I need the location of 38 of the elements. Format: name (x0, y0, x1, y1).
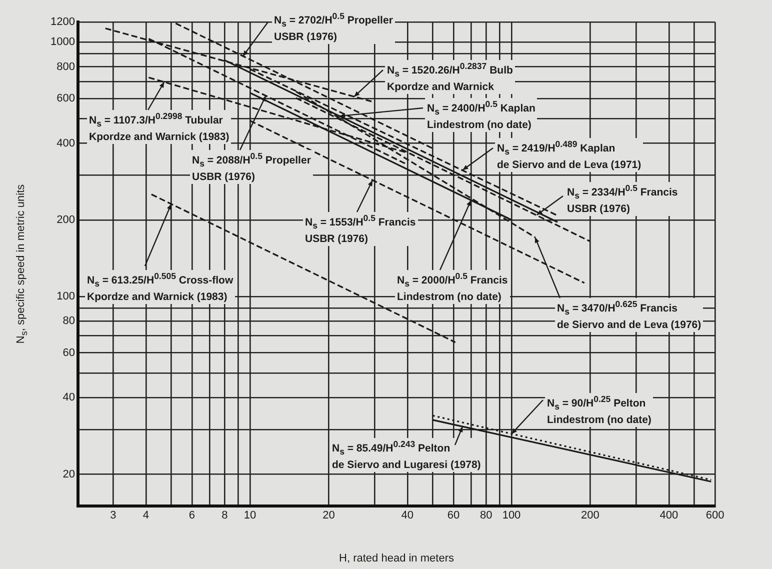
x-tick-label: 40 (401, 510, 414, 522)
y-tick-label: 20 (62, 468, 75, 480)
annotation: N$_{s}$ = 2419/H$^{0.489}$ Kaplan de Siervo and de Leva (1971) (495, 138, 644, 172)
x-tick-label: 8 (222, 510, 228, 522)
x-tick-label: 6 (188, 510, 196, 522)
x-tick-label: 60 (447, 510, 460, 522)
annotation: N$_{s}$ = 3470/H$^{0.625}$ Francis de Siervo and de Leva (1976) (555, 298, 704, 332)
annotation: N$_{s}$ = 613.25/H$^{0.505}$ Cross-flow Kpordze and Warnick (1983) (85, 270, 236, 304)
y-tick-label: 400 (56, 137, 75, 150)
x-tick-label: 3 (110, 510, 116, 522)
y-tick-label: 40 (62, 392, 75, 404)
annotation: N$_{s}$ = 1553/H$^{0.5}$ Francis USBR (1976) (303, 212, 418, 246)
x-tick-label: 20 (322, 510, 335, 522)
y-tick-label: 60 (62, 346, 75, 359)
y-tick-label: 80 (62, 315, 75, 328)
x-tick-label: 4 (142, 510, 149, 522)
y-tick-label: 200 (56, 214, 75, 226)
x-tick-label: 100 (502, 510, 521, 522)
y-tick-label: 1000 (50, 36, 75, 48)
annotation: N$_{s}$ = 1107.3/H$^{0.2998}$ Tubular Kpordze and Warnick (1983) (87, 110, 232, 144)
annotation: N$_{s}$ = 2702/H$^{0.5}$ Propeller USBR (1976) (272, 10, 395, 44)
x-tick-label: 80 (480, 510, 492, 522)
annotation: N$_{s}$ = 2088/H$^{0.5}$ Propeller USBR (1976) (190, 150, 313, 184)
annotation: N$_{s}$ = 85.49/H$^{0.243}$ Pelton de Siervo and Lugaresi (1978) (330, 438, 483, 472)
y-tick-label: 100 (56, 290, 75, 302)
x-tick-label: 400 (660, 510, 678, 522)
annotation: N$_{s}$ = 2400/H$^{0.5}$ Kaplan Lindestrom (no date) (425, 98, 538, 132)
annotation: N$_{s}$ = 90/H$^{0.25}$ Pelton Lindestrom (no date) (545, 393, 654, 427)
annotation: N$_{s}$ = 2334/H$^{0.5}$ Francis USBR (1976) (565, 182, 680, 216)
x-axis-title: H, rated head in meters (339, 552, 454, 564)
annotation: N$_{s}$ = 1520.26/H$^{0.2837}$ Bulb Kpordze and Warnick (385, 60, 515, 94)
y-tick-label: 600 (56, 92, 75, 105)
y-tick-label: 800 (56, 60, 75, 73)
annotation: N$_{s}$ = 2000/H$^{0.5}$ Francis Lindestrom (no date) (395, 270, 510, 304)
x-tick-label: 10 (244, 510, 256, 522)
x-tick-label: 600 (706, 510, 724, 522)
y-tick-label: 1200 (50, 16, 75, 28)
x-tick-label: 200 (581, 510, 600, 522)
